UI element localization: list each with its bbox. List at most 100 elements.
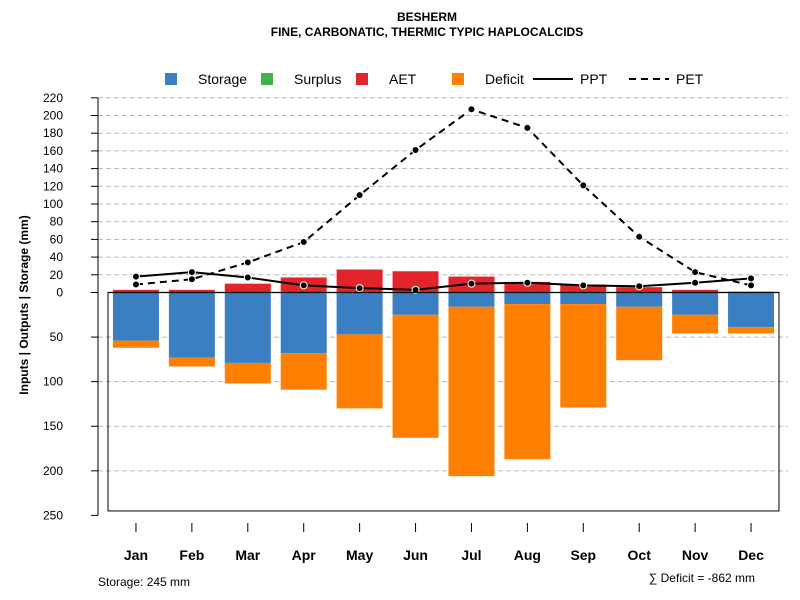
- y-tick-label: 120: [43, 179, 63, 193]
- x-tick-label: Jul: [461, 547, 481, 563]
- y-axis-label: Inputs | Outputs | Storage (mm): [17, 215, 31, 394]
- y-tick-label: 220: [43, 91, 63, 105]
- y-tick-label: 0: [56, 286, 63, 300]
- ppt-point: [467, 279, 476, 288]
- deficit-bar: [616, 306, 663, 361]
- legend-surplus-marker: [261, 73, 273, 85]
- ppt-point: [299, 281, 308, 290]
- legend-aet-label: AET: [389, 71, 417, 87]
- x-tick-label: Jan: [124, 547, 148, 563]
- storage-footer: Storage: 245 mm: [98, 575, 190, 589]
- y-tick-label: 250: [43, 508, 63, 522]
- legend-storage-marker: [165, 73, 177, 85]
- x-tick-label: Sep: [570, 547, 596, 563]
- storage-bar: [280, 292, 327, 354]
- pet-point: [243, 258, 252, 267]
- aet-bar: [504, 281, 551, 293]
- aet-bar: [168, 289, 215, 293]
- pet-point: [355, 191, 364, 200]
- y-tick-label: 180: [43, 126, 63, 140]
- aet-bar: [224, 283, 271, 293]
- deficit-bar: [336, 334, 383, 409]
- deficit-bar: [560, 304, 607, 408]
- chart-subtitle: FINE, CARBONATIC, THERMIC TYPIC HAPLOCAL…: [271, 25, 583, 39]
- aet-bar: [392, 271, 439, 293]
- aet-bar: [112, 289, 159, 293]
- deficit-bar: [448, 306, 495, 477]
- deficit-footer: ∑ Deficit = -862 mm: [649, 571, 755, 585]
- gridlines: [98, 97, 788, 472]
- storage-bar: [224, 292, 271, 363]
- deficit-bar: [504, 304, 551, 460]
- lines: [131, 105, 756, 294]
- x-tick-label: Aug: [514, 547, 541, 563]
- pet-point: [467, 105, 476, 114]
- deficit-bar: [392, 314, 439, 438]
- legend-deficit-label: Deficit: [485, 71, 524, 87]
- axes: 2202001801601401201008060402005010015020…: [43, 91, 780, 563]
- storage-bar: [560, 292, 607, 305]
- y-tick-label: 160: [43, 144, 63, 158]
- x-tick-label: Oct: [628, 547, 652, 563]
- deficit-bar: [672, 314, 719, 334]
- legend-storage-label: Storage: [198, 71, 247, 87]
- x-tick-label: Nov: [682, 547, 709, 563]
- x-tick-label: Mar: [235, 547, 260, 563]
- storage-bar: [728, 292, 775, 328]
- legend-aet-marker: [356, 73, 368, 85]
- ppt-point: [355, 284, 364, 293]
- y-tick-label: 200: [43, 109, 63, 123]
- y-tick-label: 80: [50, 215, 64, 229]
- ppt-point: [131, 272, 140, 281]
- pet-point: [747, 281, 756, 290]
- bars: [112, 269, 775, 477]
- pet-point: [187, 275, 196, 284]
- x-tick-label: Apr: [292, 547, 317, 563]
- chart-title: BESHERM: [397, 10, 457, 24]
- x-tick-label: May: [346, 547, 373, 563]
- deficit-bar: [112, 340, 159, 348]
- y-tick-label: 20: [50, 268, 64, 282]
- y-tick-label: 100: [43, 375, 63, 389]
- pet-point: [131, 280, 140, 289]
- x-tick-label: Jun: [403, 547, 428, 563]
- ppt-point: [411, 285, 420, 294]
- pet-point: [579, 181, 588, 190]
- y-tick-label: 140: [43, 162, 63, 176]
- storage-bar: [504, 292, 551, 305]
- legend-pet-label: PET: [676, 71, 704, 87]
- storage-bar: [112, 292, 159, 341]
- deficit-bar: [728, 327, 775, 334]
- y-tick-label: 100: [43, 197, 63, 211]
- ppt-point: [691, 278, 700, 287]
- ppt-point: [579, 281, 588, 290]
- pet-point: [635, 232, 644, 241]
- storage-bar: [672, 292, 719, 315]
- pet-point: [523, 123, 532, 132]
- storage-bar: [168, 292, 215, 358]
- pet-point: [691, 268, 700, 277]
- ppt-point: [187, 268, 196, 277]
- y-tick-label: 150: [43, 419, 63, 433]
- legend-deficit-marker: [452, 73, 464, 85]
- ppt-line: [135, 271, 752, 291]
- storage-bar: [392, 292, 439, 315]
- pet-point: [299, 238, 308, 247]
- legend: Storage Surplus AET Deficit PPT PET: [165, 71, 704, 87]
- ppt-point: [747, 274, 756, 283]
- y-tick-label: 60: [50, 232, 64, 246]
- pet-line: [135, 108, 752, 287]
- deficit-bar: [168, 357, 215, 367]
- deficit-bar: [224, 362, 271, 384]
- storage-bar: [448, 292, 495, 307]
- storage-bar: [336, 292, 383, 335]
- legend-surplus-label: Surplus: [294, 71, 341, 87]
- legend-ppt-label: PPT: [580, 71, 608, 87]
- aet-bar: [672, 289, 719, 293]
- ppt-point: [635, 282, 644, 291]
- deficit-bar: [280, 353, 327, 390]
- pet-point: [411, 146, 420, 155]
- y-tick-label: 40: [50, 250, 64, 264]
- x-tick-label: Dec: [738, 547, 764, 563]
